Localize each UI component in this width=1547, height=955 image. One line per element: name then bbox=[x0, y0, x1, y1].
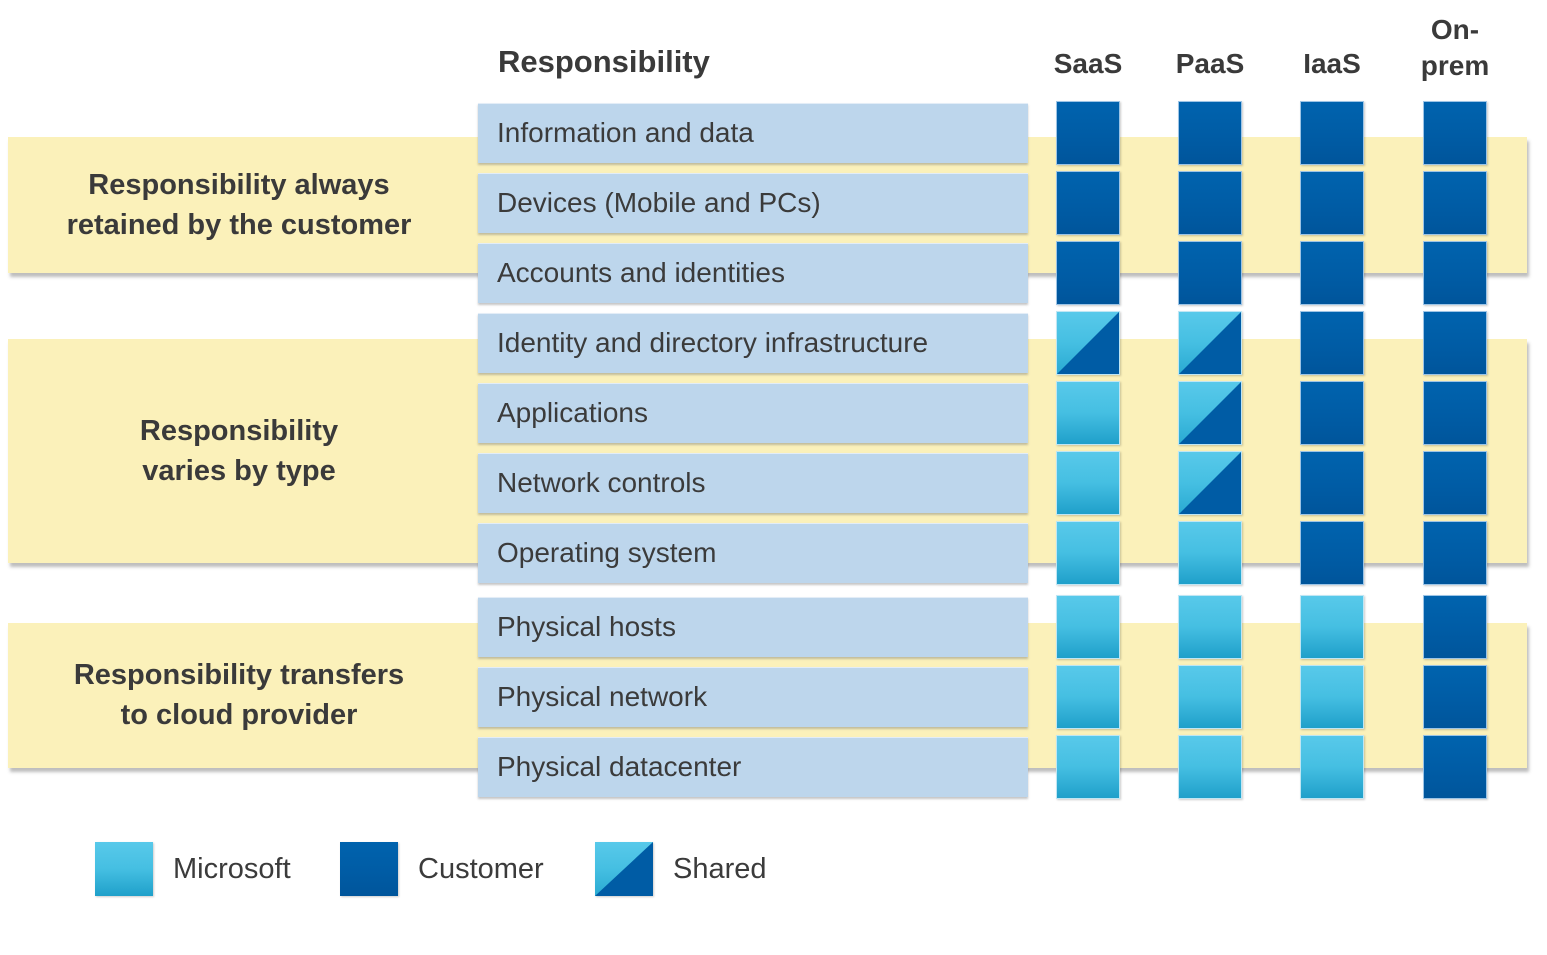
matrix-cell-customer bbox=[1423, 451, 1487, 515]
matrix-cell-shared bbox=[1056, 311, 1120, 375]
legend-item-microsoft: Microsoft bbox=[95, 842, 291, 896]
responsibility-row-label: Physical datacenter bbox=[497, 751, 742, 782]
matrix-cell-shared bbox=[1178, 451, 1242, 515]
responsibility-row-label: Physical hosts bbox=[497, 611, 676, 642]
matrix-cell-microsoft bbox=[1056, 595, 1120, 659]
column-header-iaas: IaaS bbox=[1303, 48, 1361, 79]
shared-swatch-icon bbox=[595, 842, 653, 896]
responsibility-row: Network controls bbox=[478, 453, 1028, 513]
matrix-cell-microsoft bbox=[1178, 521, 1242, 585]
group-label-line: Responsibility always bbox=[88, 169, 390, 201]
matrix-cell-customer bbox=[1423, 101, 1487, 165]
matrix-cell-customer bbox=[1178, 171, 1242, 235]
matrix-cell-microsoft bbox=[1178, 735, 1242, 799]
matrix-cell-microsoft bbox=[1300, 595, 1364, 659]
matrix-cell-microsoft bbox=[1300, 735, 1364, 799]
matrix-cell-customer bbox=[1300, 451, 1364, 515]
legend-label-customer: Customer bbox=[418, 852, 544, 885]
matrix-cell-microsoft bbox=[1056, 735, 1120, 799]
responsibility-row: Identity and directory infrastructure bbox=[478, 313, 1028, 373]
matrix-cell-customer bbox=[1423, 311, 1487, 375]
responsibility-row: Devices (Mobile and PCs) bbox=[478, 173, 1028, 233]
matrix-cell-customer bbox=[1423, 381, 1487, 445]
group-label-line: varies by type bbox=[142, 455, 336, 487]
matrix-cell-customer bbox=[1300, 311, 1364, 375]
matrix-cell-microsoft bbox=[1178, 595, 1242, 659]
responsibility-row-label: Information and data bbox=[497, 117, 754, 148]
group-label-line: Responsibility bbox=[139, 415, 339, 447]
matrix-cell-customer bbox=[1423, 595, 1487, 659]
legend-item-customer: Customer bbox=[340, 842, 544, 896]
matrix-cell-shared bbox=[1178, 381, 1242, 445]
column-header-onprem-line: On- bbox=[1430, 14, 1480, 45]
matrix-cell-microsoft bbox=[1300, 665, 1364, 729]
matrix-cell-customer bbox=[1178, 241, 1242, 305]
matrix-cell-customer bbox=[1056, 241, 1120, 305]
legend-label-shared: Shared bbox=[673, 852, 767, 885]
matrix-cell-customer bbox=[1056, 101, 1120, 165]
matrix-cell-microsoft bbox=[1178, 665, 1242, 729]
microsoft-swatch-icon bbox=[95, 842, 153, 896]
responsibility-row-label: Devices (Mobile and PCs) bbox=[497, 187, 821, 218]
responsibility-row: Physical hosts bbox=[478, 597, 1028, 657]
column-header-saas: SaaS bbox=[1053, 48, 1123, 79]
customer-swatch-icon bbox=[340, 842, 398, 896]
column-header-onprem: On- prem bbox=[1400, 12, 1510, 84]
matrix-cell-customer bbox=[1423, 241, 1487, 305]
matrix-cell-microsoft bbox=[1056, 451, 1120, 515]
responsibility-row-label: Physical network bbox=[497, 681, 708, 712]
group-label-transfers-to-provider: Responsibility transfers to cloud provid… bbox=[8, 655, 470, 735]
responsibility-row: Physical datacenter bbox=[478, 737, 1028, 797]
column-header-paas: PaaS bbox=[1175, 48, 1245, 79]
responsibility-row-label: Applications bbox=[497, 397, 648, 428]
responsibility-row: Physical network bbox=[478, 667, 1028, 727]
matrix-cell-microsoft bbox=[1056, 381, 1120, 445]
responsibility-row: Accounts and identities bbox=[478, 243, 1028, 303]
matrix-cell-customer bbox=[1300, 171, 1364, 235]
responsibility-row: Information and data bbox=[478, 103, 1028, 163]
matrix-cell-customer bbox=[1300, 521, 1364, 585]
matrix-cell-customer bbox=[1423, 171, 1487, 235]
responsibility-row: Applications bbox=[478, 383, 1028, 443]
group-label-line: Responsibility transfers bbox=[73, 659, 405, 691]
responsibility-column-header: Responsibility bbox=[498, 44, 710, 79]
group-label-line: retained by the customer bbox=[66, 209, 412, 241]
responsibility-row: Operating system bbox=[478, 523, 1028, 583]
matrix-cell-customer bbox=[1300, 381, 1364, 445]
group-label-line: to cloud provider bbox=[120, 699, 358, 731]
matrix-cell-microsoft bbox=[1056, 521, 1120, 585]
responsibility-row-label: Identity and directory infrastructure bbox=[497, 327, 929, 358]
matrix-cell-customer bbox=[1300, 101, 1364, 165]
column-header-onprem-line: prem bbox=[1420, 50, 1490, 81]
responsibility-row-label: Operating system bbox=[497, 537, 717, 568]
responsibility-row-label: Accounts and identities bbox=[497, 257, 785, 288]
matrix-cell-microsoft bbox=[1056, 665, 1120, 729]
matrix-cell-customer bbox=[1423, 735, 1487, 799]
matrix-cell-customer bbox=[1423, 665, 1487, 729]
group-label-varies-by-type: Responsibility varies by type bbox=[8, 411, 470, 491]
group-label-retained-by-customer: Responsibility always retained by the cu… bbox=[8, 165, 470, 245]
legend-label-microsoft: Microsoft bbox=[173, 852, 291, 885]
matrix-cell-shared bbox=[1178, 311, 1242, 375]
legend-item-shared: Shared bbox=[595, 842, 767, 896]
matrix-cell-customer bbox=[1423, 521, 1487, 585]
responsibility-row-label: Network controls bbox=[497, 467, 706, 498]
matrix-cell-customer bbox=[1056, 171, 1120, 235]
matrix-cell-customer bbox=[1178, 101, 1242, 165]
matrix-cell-customer bbox=[1300, 241, 1364, 305]
